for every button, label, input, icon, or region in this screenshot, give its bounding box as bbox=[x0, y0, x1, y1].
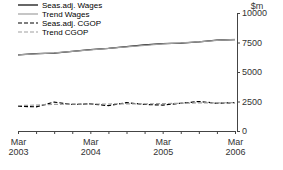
x-tick bbox=[145, 131, 146, 134]
legend-label: Seas.adj. CGOP bbox=[42, 19, 101, 28]
x-tick-label: Mar2006 bbox=[225, 137, 245, 157]
chart: Mar2003 Mar2004 Mar2005 Mar20060 2500 5000 750… bbox=[0, 0, 283, 170]
x-tick-mark bbox=[199, 131, 200, 134]
legend-label: Trend Wages bbox=[42, 10, 89, 19]
legend-swatch bbox=[18, 31, 38, 32]
y-tick: 2500 bbox=[237, 97, 262, 107]
x-tick-mark bbox=[54, 131, 55, 134]
x-tick: Mar2003 bbox=[8, 131, 28, 157]
series-line bbox=[18, 102, 235, 107]
y-tick-label: 0 bbox=[242, 126, 247, 136]
y-tick: 5000 bbox=[237, 67, 262, 77]
y-tick-mark bbox=[237, 102, 240, 103]
series-line bbox=[18, 103, 235, 106]
x-tick-mark bbox=[72, 131, 73, 134]
legend-swatch bbox=[18, 4, 38, 5]
x-tick bbox=[181, 131, 182, 134]
series-line bbox=[18, 40, 235, 55]
x-tick bbox=[36, 131, 37, 134]
y-tick-label: 5000 bbox=[242, 67, 262, 77]
y-tick-mark bbox=[237, 72, 240, 73]
y-tick-mark bbox=[237, 131, 240, 132]
x-tick-label: Mar2004 bbox=[81, 137, 101, 157]
y-tick-label: 2500 bbox=[242, 97, 262, 107]
x-tick-mark bbox=[90, 131, 91, 134]
legend-label: Trend CGOP bbox=[42, 28, 88, 37]
x-tick-label: Mar2005 bbox=[153, 137, 173, 157]
legend-label: Seas.adj. Wages bbox=[42, 1, 102, 10]
x-tick bbox=[54, 131, 55, 134]
x-tick-mark bbox=[235, 131, 236, 134]
y-axis-title: $m bbox=[251, 1, 264, 11]
x-tick-mark bbox=[163, 131, 164, 134]
x-tick bbox=[217, 131, 218, 134]
x-tick bbox=[127, 131, 128, 134]
plot-lines bbox=[18, 39, 235, 106]
legend-swatch bbox=[18, 22, 38, 23]
x-tick: Mar2004 bbox=[81, 131, 101, 157]
x-tick-mark bbox=[127, 131, 128, 134]
x-tick bbox=[108, 131, 109, 134]
y-tick-mark bbox=[237, 43, 240, 44]
x-tick-label: Mar2003 bbox=[8, 137, 28, 157]
series-line bbox=[18, 39, 235, 54]
x-tick-mark bbox=[18, 131, 19, 134]
x-tick-mark bbox=[36, 131, 37, 134]
y-tick-mark bbox=[237, 13, 240, 14]
y-tick: 0 bbox=[237, 126, 247, 136]
y-tick-label: 7500 bbox=[242, 38, 262, 48]
x-tick bbox=[72, 131, 73, 134]
x-tick-mark bbox=[108, 131, 109, 134]
x-tick-mark bbox=[145, 131, 146, 134]
legend: Seas.adj. WagesTrend WagesSeas.adj. CGOP… bbox=[18, 1, 102, 37]
x-tick: Mar2005 bbox=[153, 131, 173, 157]
x-tick bbox=[199, 131, 200, 134]
y-axis: 025005000750010000 bbox=[237, 8, 267, 136]
x-axis: Mar2003 Mar2004 Mar2005 Mar2006 bbox=[8, 131, 245, 157]
x-axis-line bbox=[19, 132, 236, 135]
x-tick-mark bbox=[181, 131, 182, 134]
legend-swatch bbox=[18, 13, 38, 14]
x-tick-mark bbox=[217, 131, 218, 134]
y-tick: 7500 bbox=[237, 38, 262, 48]
